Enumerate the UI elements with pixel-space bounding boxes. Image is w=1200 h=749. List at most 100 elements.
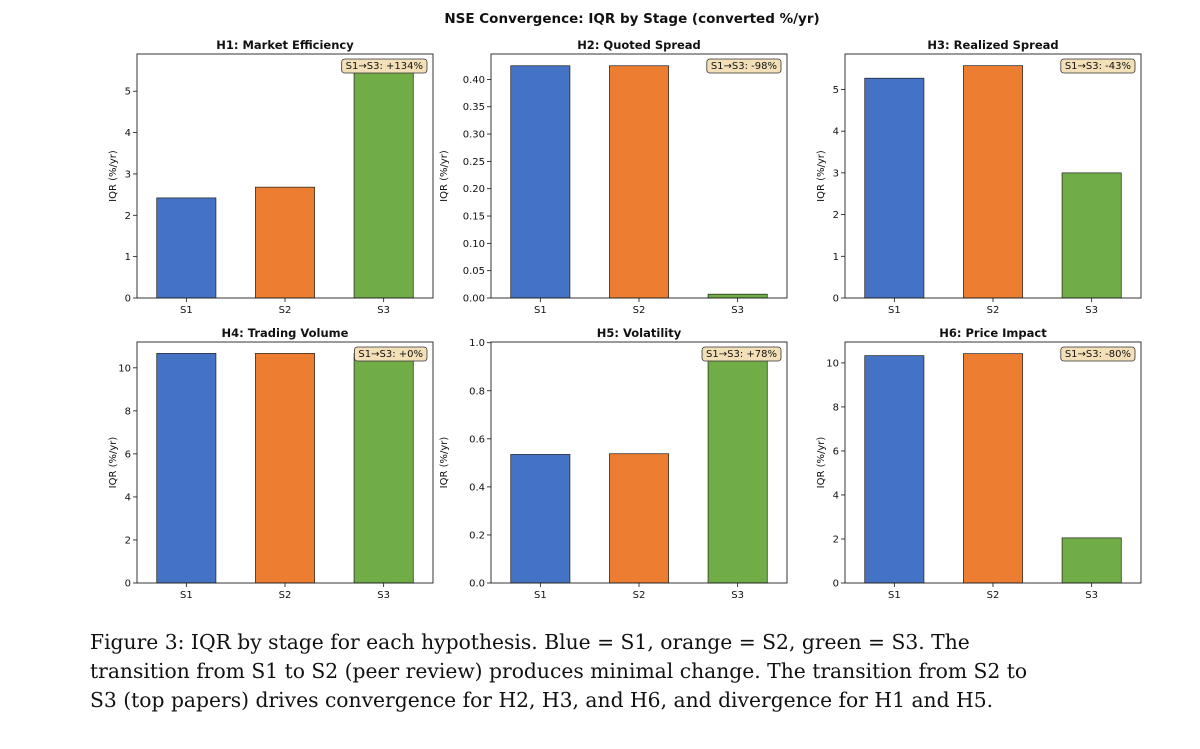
h4-ytick-label: 8 bbox=[125, 406, 131, 417]
h4-ytick-label: 2 bbox=[125, 535, 131, 546]
h2-ytick-label: 0.15 bbox=[463, 212, 485, 223]
h5-ytick-label: 0.8 bbox=[469, 386, 485, 397]
h3-ytick-label: 3 bbox=[833, 168, 839, 179]
h1-annotation-text: S1→S3: +134% bbox=[346, 61, 423, 72]
h4-xtick-s2: S2 bbox=[279, 590, 292, 601]
h5-bar-s1 bbox=[510, 454, 571, 584]
h1-xtick-s2: S2 bbox=[279, 305, 292, 316]
h5-ytick-label: 0.0 bbox=[469, 579, 485, 590]
h5-xtick-s1: S1 bbox=[534, 590, 547, 601]
h4-annotation-box bbox=[354, 346, 428, 362]
h5-annotation-text: S1→S3: +78% bbox=[706, 349, 777, 360]
h5-annotation-box bbox=[701, 346, 782, 362]
h3-bar-s3 bbox=[1061, 172, 1122, 299]
h3-annotation-text: S1→S3: -43% bbox=[1065, 61, 1131, 72]
caption-line-1: Figure 3: IQR by stage for each hypothes… bbox=[90, 630, 970, 654]
h2-bar-s3 bbox=[707, 293, 768, 299]
h3-axes-frame bbox=[844, 53, 1142, 299]
h1-ytick-label: 1 bbox=[125, 252, 131, 263]
h5-annotation: S1→S3: +78% bbox=[701, 346, 782, 362]
h4-bar-s1 bbox=[156, 353, 217, 584]
h6-bar-s2 bbox=[963, 353, 1023, 584]
h4-annotation: S1→S3: +0% bbox=[354, 346, 428, 362]
subplot-h5-title: H5: Volatility bbox=[597, 326, 682, 340]
h1-bar-s1 bbox=[156, 197, 217, 299]
subplot-h3-title: H3: Realized Spread bbox=[927, 38, 1058, 52]
subplot-h2: H2: Quoted Spread S1 S2 S3 0.00 0.05 0.10 0.15 0… bbox=[439, 38, 788, 316]
subplot-h4: H4: Trading Volume S1 S2 S3 0 2 4 6 8 10 IQR (%/yr… bbox=[108, 326, 434, 601]
h2-ytick-label: 0.05 bbox=[463, 266, 485, 277]
h5-ytick-label: 1.0 bbox=[469, 338, 485, 349]
h6-ytick-label: 2 bbox=[833, 534, 839, 545]
h5-axes-frame bbox=[490, 341, 788, 584]
h2-ytick-label: 0.30 bbox=[463, 130, 485, 141]
h1-ytick-label: 2 bbox=[125, 211, 131, 222]
subplot-h6: H6: Price Impact S1 S2 S3 0 2 4 6 8 10 IQR (%/yr) S… bbox=[816, 326, 1142, 601]
h2-ytick-label: 0.00 bbox=[463, 294, 485, 305]
h1-ytick-label: 5 bbox=[125, 87, 131, 98]
h6-annotation: S1→S3: -80% bbox=[1060, 346, 1136, 362]
h1-ytick-label: 4 bbox=[125, 128, 131, 139]
h2-annotation: S1→S3: -98% bbox=[706, 58, 782, 74]
h1-ytick-label: 0 bbox=[125, 294, 131, 305]
subplot-h6-title: H6: Price Impact bbox=[939, 326, 1047, 340]
h6-ytick-label: 10 bbox=[826, 358, 839, 369]
h1-xtick-s3: S3 bbox=[377, 305, 390, 316]
h2-ytick-label: 0.20 bbox=[463, 184, 485, 195]
subplot-h4-title: H4: Trading Volume bbox=[222, 326, 349, 340]
caption-line-2: transition from S1 to S2 (peer review) p… bbox=[90, 659, 1028, 683]
h4-xtick-s3: S3 bbox=[377, 590, 390, 601]
figure-canvas: NSE Convergence: IQR by Stage (converted… bbox=[108, 11, 1142, 601]
h6-xtick-s1: S1 bbox=[888, 590, 901, 601]
h6-annotation-box bbox=[1060, 346, 1136, 362]
h2-xtick-s2: S2 bbox=[633, 305, 646, 316]
h4-xtick-s1: S1 bbox=[180, 590, 193, 601]
h3-annotation-box bbox=[1060, 58, 1136, 74]
h1-annotation: S1→S3: +134% bbox=[341, 58, 428, 74]
h5-xtick-s3: S3 bbox=[731, 590, 744, 601]
h5-bar-s2 bbox=[609, 453, 669, 584]
h6-bar-s1 bbox=[864, 355, 925, 584]
h2-ytick-label: 0.40 bbox=[463, 75, 485, 86]
h5-ytick-label: 0.6 bbox=[469, 434, 485, 445]
subplot-h2-title: H2: Quoted Spread bbox=[577, 38, 701, 52]
h1-bar-s2 bbox=[255, 186, 315, 299]
h6-axes-frame bbox=[844, 341, 1142, 584]
h3-bar-s2 bbox=[963, 65, 1023, 299]
subplot-h1: H1: Market Efficiency S1 S2 S3 0 1 2 3 4 5 IQR (%/… bbox=[108, 38, 434, 316]
h6-ytick-label: 8 bbox=[833, 402, 839, 413]
figure-suptitle: NSE Convergence: IQR by Stage (converted… bbox=[444, 11, 819, 27]
caption-line-3: S3 (top papers) drives convergence for H… bbox=[90, 688, 994, 712]
h3-xtick-s2: S2 bbox=[987, 305, 1000, 316]
h4-ylabel: IQR (%/yr) bbox=[108, 437, 119, 489]
h2-ytick-label: 0.25 bbox=[463, 157, 485, 168]
h6-bar-s3 bbox=[1061, 537, 1122, 584]
h6-ytick-label: 0 bbox=[833, 579, 839, 590]
h5-ylabel: IQR (%/yr) bbox=[439, 437, 450, 489]
h2-xtick-s1: S1 bbox=[534, 305, 547, 316]
h1-annotation-box bbox=[341, 58, 428, 74]
h5-xtick-s2: S2 bbox=[633, 590, 646, 601]
h5-bar-s3 bbox=[707, 353, 768, 584]
h2-annotation-text: S1→S3: -98% bbox=[711, 61, 777, 72]
h2-xtick-s3: S3 bbox=[731, 305, 744, 316]
h2-ytick-label: 0.10 bbox=[463, 239, 485, 250]
h4-ytick-label: 4 bbox=[125, 492, 131, 503]
h5-ytick-label: 0.4 bbox=[469, 482, 485, 493]
h3-ytick-label: 0 bbox=[833, 294, 839, 305]
figure-caption: Figure 3: IQR by stage for each hypothes… bbox=[90, 628, 1150, 715]
h6-annotation-text: S1→S3: -80% bbox=[1065, 349, 1131, 360]
h4-bar-s2 bbox=[255, 353, 315, 584]
h3-ytick-label: 1 bbox=[833, 252, 839, 263]
h3-ylabel: IQR (%/yr) bbox=[816, 150, 827, 202]
h3-ytick-label: 2 bbox=[833, 210, 839, 221]
h6-xtick-s3: S3 bbox=[1085, 590, 1098, 601]
h3-ytick-label: 4 bbox=[833, 127, 839, 138]
h2-annotation-box bbox=[706, 58, 782, 74]
h5-ytick-label: 0.2 bbox=[469, 530, 485, 541]
h4-axes-frame bbox=[136, 341, 434, 584]
h2-bar-s1 bbox=[510, 65, 571, 299]
h1-xtick-s1: S1 bbox=[180, 305, 193, 316]
h6-ytick-label: 6 bbox=[833, 446, 839, 457]
h4-ytick-label: 6 bbox=[125, 449, 131, 460]
